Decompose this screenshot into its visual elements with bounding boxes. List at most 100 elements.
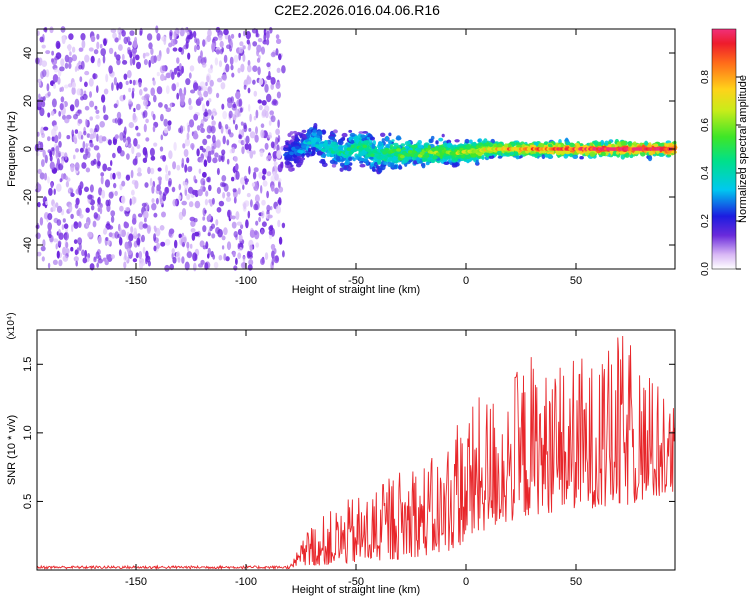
- noise-speck: [53, 83, 56, 89]
- noise-speck: [240, 63, 245, 73]
- noise-speck: [159, 225, 165, 231]
- noise-speck: [106, 254, 109, 260]
- noise-speck: [92, 220, 97, 228]
- trace-point: [497, 143, 503, 149]
- noise-speck: [258, 216, 261, 223]
- noise-speck: [254, 229, 258, 236]
- noise-speck: [221, 103, 225, 110]
- noise-speck: [70, 213, 74, 219]
- noise-speck: [194, 231, 200, 237]
- snr-y-label: SNR (10 * v/v): [6, 415, 18, 485]
- noise-speck: [172, 199, 177, 207]
- trace-ridge-point: [320, 148, 326, 152]
- trace-point: [435, 140, 439, 145]
- noise-speck: [275, 48, 279, 56]
- noise-speck: [123, 73, 128, 80]
- noise-speck: [232, 251, 236, 258]
- noise-speck: [173, 141, 177, 151]
- noise-speck: [243, 200, 250, 207]
- noise-speck: [60, 96, 65, 103]
- noise-speck: [108, 191, 114, 199]
- noise-speck: [48, 233, 52, 239]
- noise-speck: [144, 217, 147, 223]
- noise-speck: [275, 205, 281, 214]
- noise-speck: [68, 204, 73, 213]
- trace-point: [369, 136, 375, 141]
- trace-point: [393, 166, 398, 170]
- noise-speck: [270, 184, 275, 192]
- noise-speck: [122, 135, 127, 143]
- noise-speck: [216, 167, 220, 176]
- noise-speck: [215, 49, 221, 55]
- noise-speck: [99, 121, 105, 128]
- noise-speck: [202, 207, 207, 217]
- noise-speck: [179, 63, 182, 70]
- trace-point: [607, 141, 612, 145]
- trace-ridge-point: [352, 148, 358, 152]
- trace-point: [514, 151, 519, 157]
- noise-speck: [199, 157, 204, 163]
- noise-speck: [101, 94, 106, 103]
- noise-speck: [165, 173, 169, 182]
- noise-speck: [235, 91, 241, 100]
- noise-speck: [163, 37, 167, 46]
- noise-speck: [274, 187, 279, 195]
- trace-point: [311, 147, 317, 151]
- noise-speck: [55, 52, 62, 60]
- noise-speck: [275, 128, 280, 136]
- spectrogram-x-axis: -150 -100 -50 0 50: [125, 29, 582, 287]
- noise-speck: [47, 222, 52, 231]
- trace-point: [628, 143, 632, 147]
- trace-point: [600, 139, 605, 146]
- noise-speck: [96, 152, 101, 160]
- x-tick-label: -100: [235, 275, 257, 287]
- noise-speck: [247, 64, 252, 73]
- noise-speck: [47, 136, 51, 142]
- noise-speck: [131, 146, 135, 155]
- trace-point: [390, 162, 395, 169]
- noise-speck: [262, 180, 268, 187]
- noise-speck: [267, 214, 273, 219]
- noise-speck: [61, 224, 65, 231]
- noise-speck: [165, 107, 172, 113]
- noise-speck: [228, 110, 233, 119]
- noise-speck: [181, 208, 187, 217]
- noise-speck: [159, 146, 164, 152]
- noise-speck: [168, 150, 173, 160]
- noise-speck: [118, 32, 121, 41]
- trace-point: [371, 143, 376, 150]
- noise-speck: [69, 104, 75, 112]
- noise-speck: [114, 134, 119, 140]
- noise-speck: [83, 130, 87, 136]
- noise-speck: [143, 110, 148, 118]
- noise-speck: [78, 187, 82, 196]
- noise-speck: [212, 254, 216, 260]
- noise-speck: [251, 182, 255, 187]
- trace-ridge-point: [409, 153, 415, 157]
- noise-speck: [150, 167, 155, 175]
- noise-speck: [132, 56, 136, 66]
- noise-speck: [89, 128, 94, 134]
- noise-speck: [138, 221, 144, 230]
- noise-speck: [215, 139, 221, 149]
- noise-speck: [157, 176, 162, 181]
- noise-speck: [178, 233, 182, 239]
- x-tick-label: -50: [348, 576, 364, 588]
- trace-point: [443, 161, 450, 165]
- noise-speck: [174, 27, 180, 37]
- trace-point: [569, 142, 575, 148]
- noise-speck: [242, 255, 246, 263]
- noise-speck: [123, 36, 129, 45]
- noise-speck: [186, 34, 191, 40]
- trace-point: [430, 158, 436, 164]
- trace-point: [648, 151, 654, 156]
- noise-speck: [233, 54, 239, 63]
- trace-point: [319, 160, 325, 164]
- trace-point: [358, 157, 363, 162]
- trace-point: [292, 130, 298, 134]
- noise-speck: [80, 134, 84, 140]
- trace-point: [589, 142, 593, 146]
- noise-speck: [149, 147, 155, 157]
- noise-speck: [38, 80, 41, 86]
- noise-speck: [188, 119, 195, 128]
